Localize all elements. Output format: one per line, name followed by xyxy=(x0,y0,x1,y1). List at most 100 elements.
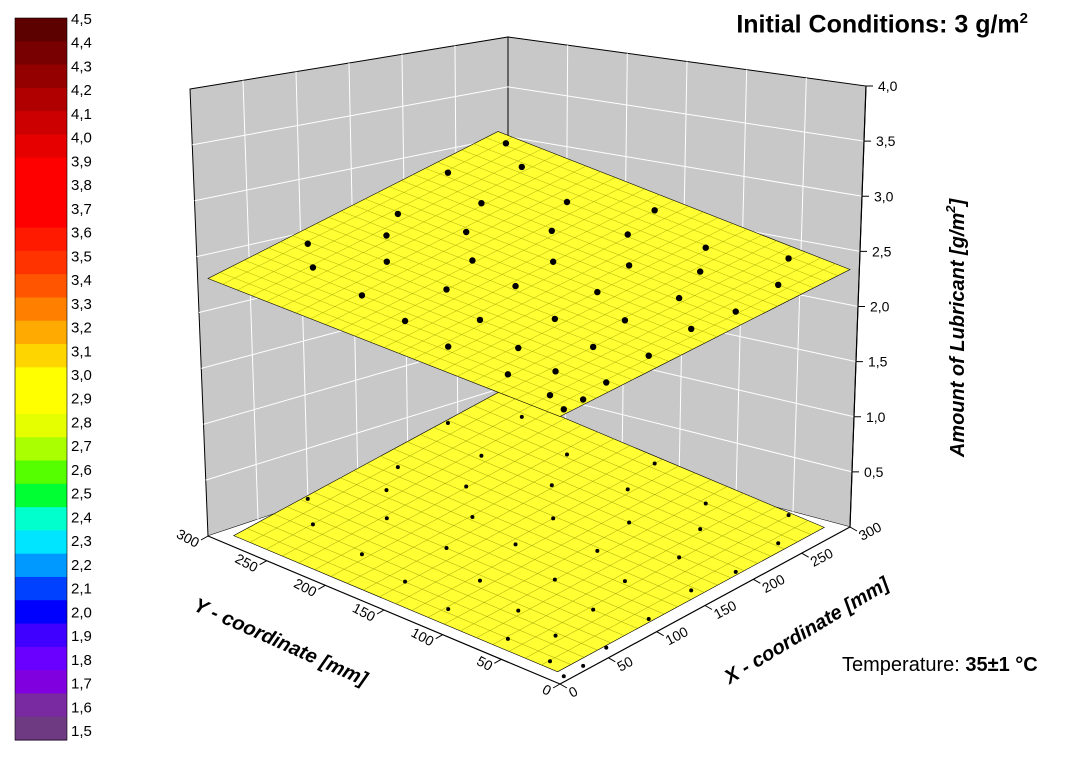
color-scale-tick-label: 1,9 xyxy=(71,628,92,645)
floor-data-point xyxy=(565,452,569,457)
data-point xyxy=(445,343,452,350)
z-tick-label: 1,0 xyxy=(866,409,886,425)
data-point xyxy=(621,317,629,324)
color-scale-tick-label: 2,4 xyxy=(71,509,92,526)
color-scale-band xyxy=(15,646,67,671)
wall-gridline xyxy=(507,86,865,142)
floor-data-point xyxy=(395,465,400,470)
z-tick-label: 3,0 xyxy=(874,188,894,204)
data-point xyxy=(394,210,402,218)
floor-data-point xyxy=(464,484,469,489)
data-point xyxy=(594,288,601,296)
surface-mesh-line xyxy=(237,142,528,291)
floor-data-point xyxy=(703,501,708,506)
floor-data-point xyxy=(505,636,510,641)
floor-mesh-line xyxy=(265,404,533,550)
data-point xyxy=(549,258,557,265)
floor-data-point xyxy=(591,607,596,612)
surface-mesh-line xyxy=(485,137,838,276)
color-scale-tick-label: 4,0 xyxy=(71,130,92,147)
floor-data-point xyxy=(652,461,657,466)
data-point xyxy=(518,163,525,171)
floor-data-point xyxy=(359,552,364,557)
color-scale-tick-label: 3,1 xyxy=(71,343,92,360)
floor-data-point xyxy=(513,542,518,547)
floor-data-point xyxy=(479,453,484,458)
surface-mesh-line xyxy=(473,143,826,282)
color-scale-tick-label: 1,5 xyxy=(71,723,92,740)
y-tick xyxy=(318,584,326,590)
data-point xyxy=(476,316,484,324)
floor-mesh-line xyxy=(379,452,647,598)
floor-mesh-line xyxy=(433,427,758,564)
color-scale-tick-label: 4,1 xyxy=(71,106,92,123)
color-scale-band xyxy=(15,344,67,368)
floor-data-point xyxy=(310,522,315,527)
floor-mesh-line xyxy=(346,438,614,584)
data-point xyxy=(383,258,390,265)
floor-data-point xyxy=(305,496,310,501)
z-axis-ticks: 0,5 1,0 1,5 2,0 2,5 3,0 3,5 4,0 xyxy=(852,78,898,480)
data-points xyxy=(304,140,792,413)
x-tick-label: 300 xyxy=(856,518,884,543)
color-scale-band xyxy=(15,600,67,625)
x-tick-label: 250 xyxy=(808,545,836,570)
color-scale-tick-label: 1,6 xyxy=(71,699,92,716)
color-scale-tick-label: 4,3 xyxy=(71,58,92,75)
color-scale-band xyxy=(15,367,67,392)
surface-mesh-line xyxy=(266,154,557,302)
color-scale-tick-label: 4,5 xyxy=(71,11,92,28)
color-scale-tick-label: 3,0 xyxy=(71,367,92,384)
floor-data-point xyxy=(470,515,475,519)
y-tick xyxy=(435,634,443,640)
data-point xyxy=(675,294,683,302)
z-tick-label: 3,5 xyxy=(876,133,896,149)
data-point xyxy=(603,379,610,386)
floor-data-point xyxy=(604,645,609,650)
color-scale-band xyxy=(15,437,67,462)
data-point xyxy=(401,317,409,325)
color-scale-band xyxy=(15,390,67,415)
color-scale-tick-label: 2,1 xyxy=(71,581,92,598)
floor-mesh-line xyxy=(393,448,718,586)
floor-data-point xyxy=(561,674,566,679)
color-scale-tick-label: 2,5 xyxy=(71,486,92,503)
data-point xyxy=(358,292,366,299)
color-scale-tick-label: 2,2 xyxy=(71,557,92,574)
color-scale-band xyxy=(15,670,67,695)
y-tick-label: 0 xyxy=(540,681,555,699)
surface-mesh-line xyxy=(222,137,513,285)
floor-mesh-line xyxy=(407,441,732,579)
color-scale-bar xyxy=(14,17,68,741)
floor-mesh-line xyxy=(420,434,745,571)
floor-data-point xyxy=(786,513,791,518)
wall-gridline xyxy=(194,136,509,202)
data-point xyxy=(785,255,792,262)
floor-data-point xyxy=(552,577,557,582)
color-scale-band xyxy=(15,507,67,531)
floor-mesh-line xyxy=(487,398,812,535)
color-scale-tick-label: 2,0 xyxy=(71,604,92,621)
y-tick-label: 50 xyxy=(474,653,495,675)
floor-data-point xyxy=(622,579,627,584)
y-tick xyxy=(200,535,209,541)
data-point xyxy=(589,343,597,351)
floor-data-point xyxy=(516,608,521,613)
data-point xyxy=(625,262,633,269)
floor-data-point xyxy=(444,545,449,550)
floor-data-point xyxy=(403,579,408,584)
x-tick-label: 0 xyxy=(566,683,581,701)
y-tick xyxy=(376,609,385,615)
color-scale-tick-label: 3,2 xyxy=(71,320,92,337)
data-point xyxy=(560,406,567,413)
data-point xyxy=(697,268,704,275)
y-tick xyxy=(552,683,561,689)
data-point xyxy=(463,228,470,236)
color-scale-band xyxy=(15,460,67,485)
floor-mesh-line xyxy=(249,397,517,543)
x-tick-label: 50 xyxy=(614,653,635,675)
color-scale-tick-label: 2,9 xyxy=(71,391,92,408)
floor-mesh-line xyxy=(330,431,598,577)
floor-data-point xyxy=(677,555,682,560)
